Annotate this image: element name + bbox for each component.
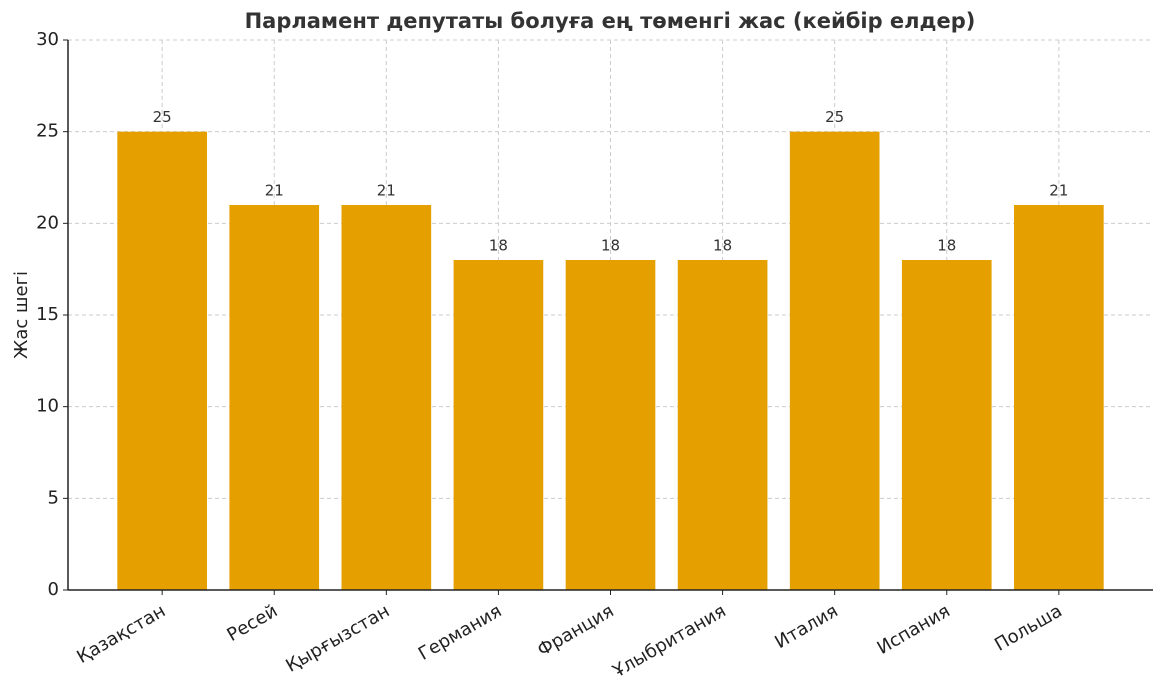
bar [789, 131, 880, 590]
y-tick-label: 30 [36, 29, 59, 50]
value-label: 18 [713, 237, 732, 255]
value-label: 21 [377, 182, 396, 200]
y-tick-label: 10 [36, 396, 59, 417]
bar [677, 260, 768, 590]
value-label: 25 [153, 108, 172, 126]
y-tick-label: 5 [48, 487, 59, 508]
bar [565, 260, 656, 590]
chart-title: Парламент депутаты болуға ең төменгі жас… [245, 9, 976, 33]
y-tick-label: 15 [36, 304, 59, 325]
y-tick-label: 20 [36, 212, 59, 233]
x-tick-label: Қырғызстан [282, 600, 393, 676]
x-tick-label: Германия [415, 600, 506, 664]
y-axis-label: Жас шегі [11, 271, 32, 359]
value-label: 21 [265, 182, 284, 200]
bar [229, 205, 320, 590]
value-label: 25 [825, 108, 844, 126]
x-tick-label: Ресей [223, 600, 281, 645]
x-tick-label: Франция [534, 600, 618, 660]
bar [117, 131, 207, 590]
y-tick-label: 0 [48, 579, 59, 600]
bar [901, 260, 992, 590]
y-tick-label: 25 [36, 121, 59, 142]
value-label: 18 [937, 237, 956, 255]
x-tick-label: Испания [874, 600, 954, 658]
value-label: 21 [1049, 182, 1068, 200]
bar [1014, 205, 1104, 590]
value-label: 18 [489, 237, 508, 255]
x-tick-label: Ұлыбритания [608, 600, 729, 682]
x-tick-label: Қазақстан [73, 600, 169, 667]
x-tick-label: Италия [771, 600, 841, 653]
value-label: 18 [601, 237, 620, 255]
bar [341, 205, 432, 590]
bar [453, 260, 544, 590]
x-tick-label: Польша [991, 600, 1066, 655]
